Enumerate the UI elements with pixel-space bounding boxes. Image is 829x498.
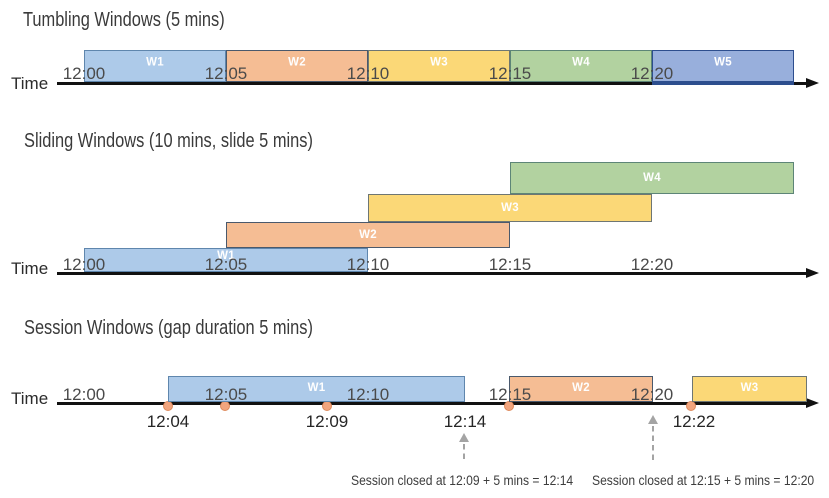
tumbling-window-w1-label: W1 [146,56,164,68]
tumbling-tick-1215: 12:15 [488,64,532,83]
session-close-note-1: Session closed at 12:09 + 5 mins = 12:14 [351,472,574,488]
tumbling-window-w4-label: W4 [572,56,590,68]
session-tick-1205: 12:05 [204,385,248,404]
tumbling-window-w3-label: W3 [430,56,448,68]
tumbling-window-w5: W5 [652,50,794,82]
sliding-time-axis-label: Time [11,259,49,278]
session-tick-1215: 12:15 [488,385,532,404]
sliding-window-w3: W3 [368,194,652,222]
sliding-axis-arrowhead [806,267,819,278]
sliding-window-w2: W2 [226,222,510,248]
session-tick-1200: 12:00 [62,385,106,404]
tumbling-window-w1: W1 [84,50,226,82]
sliding-time-axis [57,272,808,275]
session-tick-1220: 12:20 [630,385,674,404]
session-window-w1-label: W1 [307,381,326,394]
session-title: Session Windows (gap duration 5 mins) [24,317,313,339]
tumbling-window-w2: W2 [226,50,368,82]
session-close-arrow-line-1 [463,444,465,462]
session-event-label-1214: 12:14 [443,411,487,431]
session-tick-1210: 12:10 [346,385,390,404]
session-window-w3: W3 [692,376,807,402]
session-close-arrowhead-2 [648,415,658,424]
sliding-window-w2-label: W2 [359,228,377,241]
session-time-axis-label: Time [11,389,49,408]
sliding-window-w4: W4 [510,162,794,194]
session-window-w2-label: W2 [572,381,590,394]
sliding-tick-1210: 12:10 [346,255,390,274]
session-event-label-1222: 12:22 [672,411,716,431]
tumbling-window-w5-label: W5 [714,56,732,68]
tumbling-time-axis-label: Time [11,74,49,93]
tumbling-window-w2-label: W2 [288,56,306,68]
sliding-tick-1200: 12:00 [62,255,106,274]
sliding-window-w4-label: W4 [643,171,661,184]
session-event-label-1209: 12:09 [305,411,349,431]
session-event-label-1204: 12:04 [146,411,190,431]
session-axis-arrowhead [806,397,819,408]
tumbling-time-axis [57,82,808,85]
tumbling-tick-1200: 12:00 [62,64,106,83]
sliding-tick-1220: 12:20 [630,255,674,274]
session-window-w2: W2 [509,376,653,402]
session-time-axis [57,402,808,405]
tumbling-window-w4: W4 [510,50,652,82]
tumbling-tick-1220: 12:20 [630,64,674,83]
session-window-w3-label: W3 [740,381,759,394]
tumbling-w5-axis-overlay [652,82,794,85]
session-event-dot-1222 [686,400,696,411]
sliding-title: Sliding Windows (10 mins, slide 5 mins) [24,130,313,152]
tumbling-window-w3: W3 [368,50,510,82]
session-close-arrow-line-2 [652,426,654,462]
tumbling-title: Tumbling Windows (5 mins) [23,9,225,31]
tumbling-axis-arrowhead [806,77,819,88]
sliding-window-w3-label: W3 [501,201,519,214]
sliding-window-w1: W1 [84,248,368,272]
sliding-tick-1215: 12:15 [488,255,532,274]
session-event-dot-1209 [322,400,332,411]
sliding-tick-1205: 12:05 [204,255,248,274]
tumbling-tick-1210: 12:10 [346,64,390,83]
session-close-note-2: Session closed at 12:15 + 5 mins = 12:20 [592,472,815,488]
session-event-dot-1204 [163,400,173,411]
session-close-arrowhead-1 [459,433,469,442]
sliding-window-w1-label: W1 [217,249,235,262]
session-window-w1: W1 [168,376,465,402]
tumbling-tick-1205: 12:05 [204,64,248,83]
